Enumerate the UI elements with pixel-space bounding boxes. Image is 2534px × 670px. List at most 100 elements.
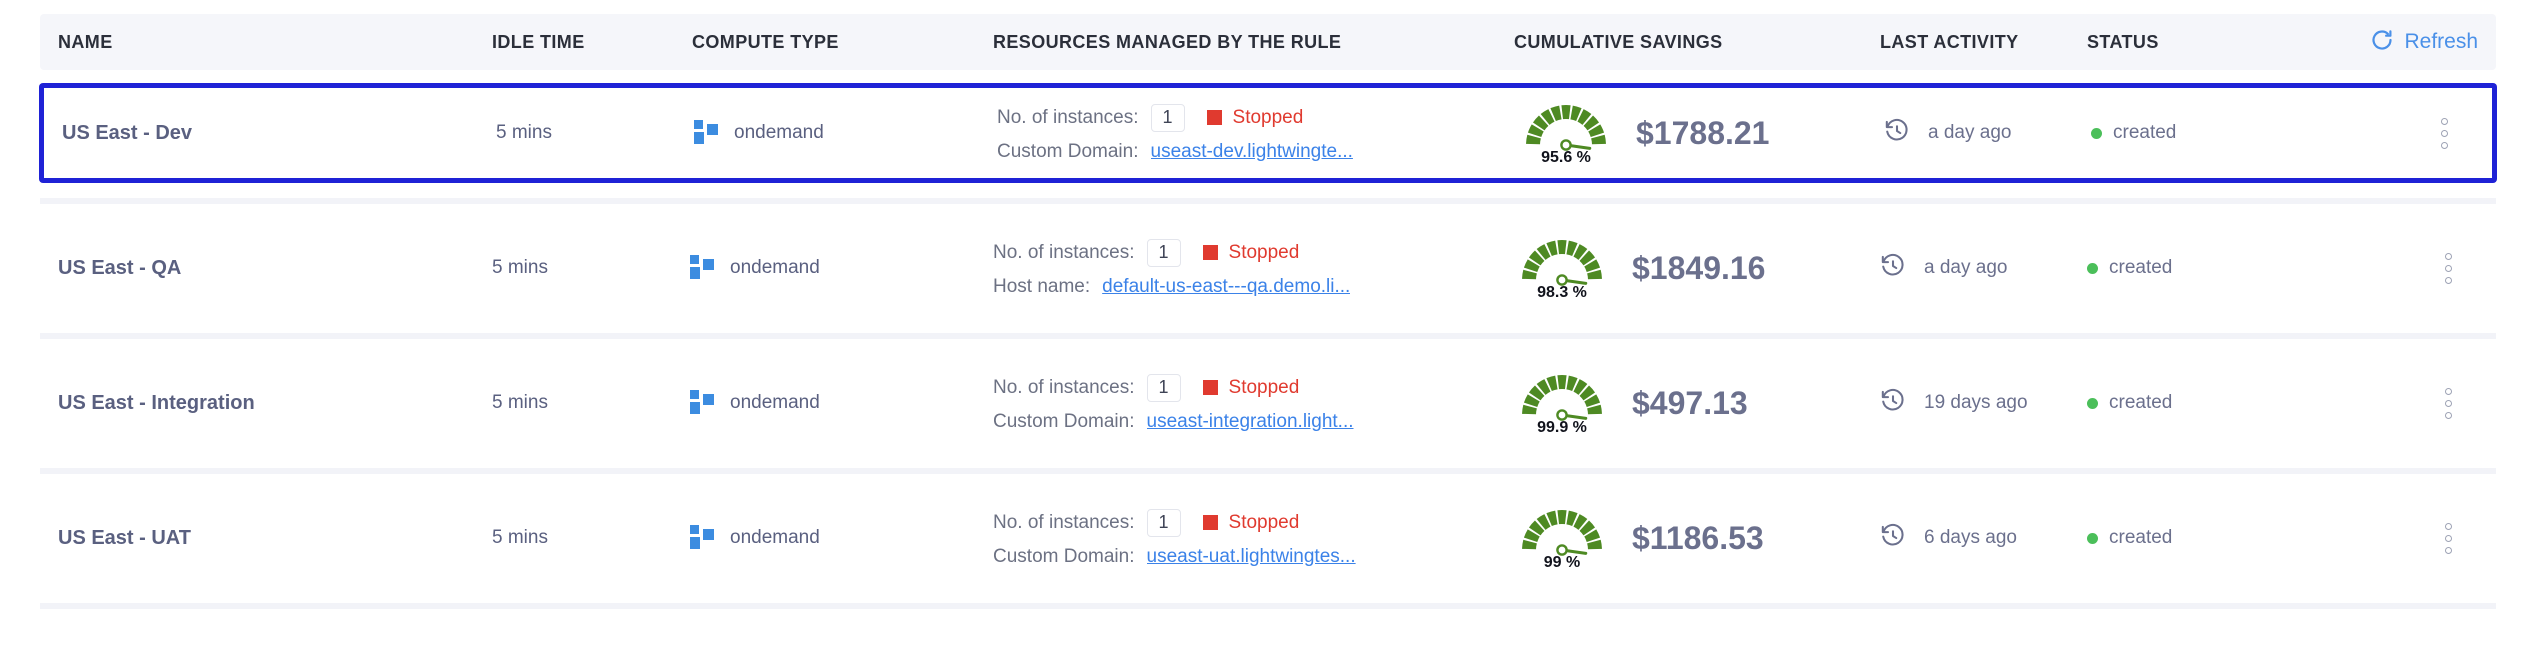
table-row[interactable]: US East - Dev 5 mins ondemand No. of ins… xyxy=(40,84,2496,182)
compute-type-cell: ondemand xyxy=(690,219,820,317)
savings-percent: 98.3 % xyxy=(1537,284,1587,301)
idle-time-value: 5 mins xyxy=(492,527,548,548)
domain-line: Custom Domain: useast-dev.lightwingte... xyxy=(997,141,1353,163)
savings-cell: 99 % $1186.53 xyxy=(1514,489,1764,587)
history-clock-icon xyxy=(1880,253,1906,284)
savings-percent: 95.6 % xyxy=(1541,149,1591,166)
refresh-button[interactable]: Refresh xyxy=(2370,14,2478,70)
last-activity-value: a day ago xyxy=(1928,122,2012,143)
compute-type-cell: ondemand xyxy=(690,354,820,452)
resources-cell: No. of instances: 1 Stopped Custom Domai… xyxy=(993,354,1354,452)
compute-type-cell: ondemand xyxy=(690,489,820,587)
domain-label: Host name: xyxy=(993,275,1091,297)
status-badge: created xyxy=(2091,88,2176,178)
last-activity-value: a day ago xyxy=(1924,257,2008,278)
instances-count[interactable]: 1 xyxy=(1146,373,1181,402)
last-activity-cell: a day ago xyxy=(1884,88,2011,178)
stopped-square-icon xyxy=(1202,380,1218,395)
instance-state: Stopped xyxy=(1232,106,1304,128)
savings-cell: 95.6 % $1788.21 xyxy=(1518,88,1769,178)
kebab-menu-icon xyxy=(2444,387,2452,419)
stopped-square-icon xyxy=(1206,110,1222,125)
instances-line: No. of instances: 1 Stopped xyxy=(993,238,1299,267)
table-row[interactable]: US East - QA 5 mins ondemand No. of inst… xyxy=(40,219,2496,317)
resources-cell: No. of instances: 1 Stopped Host name: d… xyxy=(993,219,1350,317)
last-activity-cell: 6 days ago xyxy=(1880,489,2017,587)
instances-label: No. of instances: xyxy=(993,376,1135,398)
row-menu-button[interactable] xyxy=(2400,489,2496,587)
history-clock-icon xyxy=(1880,523,1906,554)
refresh-icon xyxy=(2370,28,2394,57)
status-dot-icon xyxy=(2087,262,2098,274)
domain-label: Custom Domain: xyxy=(997,140,1139,162)
cluster-squares-icon xyxy=(690,525,716,551)
column-header-resources: RESOURCES MANAGED BY THE RULE xyxy=(993,31,1342,52)
table-row[interactable]: US East - UAT 5 mins ondemand No. of ins… xyxy=(40,489,2496,587)
domain-link[interactable]: default-us-east---qa.demo.li... xyxy=(1102,275,1351,297)
rule-name: US East - UAT xyxy=(58,526,191,549)
rule-name: US East - Dev xyxy=(62,121,193,144)
kebab-menu-icon xyxy=(2444,522,2452,554)
last-activity-value: 19 days ago xyxy=(1924,392,2028,413)
domain-link[interactable]: useast-integration.light... xyxy=(1146,410,1354,432)
last-activity-cell: a day ago xyxy=(1880,219,2007,317)
savings-amount: $1186.53 xyxy=(1632,519,1764,556)
savings-percent: 99.9 % xyxy=(1537,419,1587,436)
compute-type-label: ondemand xyxy=(730,392,820,413)
domain-label: Custom Domain: xyxy=(993,545,1135,567)
last-activity-cell: 19 days ago xyxy=(1880,354,2028,452)
instances-count[interactable]: 1 xyxy=(1146,238,1181,267)
domain-line: Host name: default-us-east---qa.demo.li.… xyxy=(993,276,1350,298)
status-dot-icon xyxy=(2087,532,2098,544)
instances-count[interactable]: 1 xyxy=(1150,103,1185,132)
row-menu-button[interactable] xyxy=(2396,88,2492,178)
status-badge: created xyxy=(2087,489,2172,587)
savings-cell: 98.3 % $1849.16 xyxy=(1514,219,1765,317)
last-activity-value: 6 days ago xyxy=(1924,527,2017,548)
savings-gauge: 99.9 % xyxy=(1514,369,1610,437)
compute-type-cell: ondemand xyxy=(694,88,824,178)
rule-name: US East - Integration xyxy=(58,391,255,414)
row-separator xyxy=(40,468,2496,474)
row-menu-button[interactable] xyxy=(2400,219,2496,317)
kebab-menu-icon xyxy=(2444,252,2452,284)
cluster-squares-icon xyxy=(690,255,716,281)
status-badge: created xyxy=(2087,219,2172,317)
column-header-idle-time: IDLE TIME xyxy=(492,31,585,52)
column-header-compute-type: COMPUTE TYPE xyxy=(692,31,839,52)
compute-type-label: ondemand xyxy=(734,122,824,143)
instances-label: No. of instances: xyxy=(993,241,1135,263)
status-dot-icon xyxy=(2087,397,2098,409)
instances-line: No. of instances: 1 Stopped xyxy=(993,373,1299,402)
domain-line: Custom Domain: useast-integration.light.… xyxy=(993,411,1354,433)
domain-link[interactable]: useast-dev.lightwingte... xyxy=(1150,140,1353,162)
column-header-status: STATUS xyxy=(2087,31,2159,52)
rule-name: US East - QA xyxy=(58,256,182,279)
domain-label: Custom Domain: xyxy=(993,410,1135,432)
resources-cell: No. of instances: 1 Stopped Custom Domai… xyxy=(997,88,1353,178)
status-label: created xyxy=(2109,392,2173,413)
resources-cell: No. of instances: 1 Stopped Custom Domai… xyxy=(993,489,1356,587)
idle-time-value: 5 mins xyxy=(492,392,548,413)
kebab-menu-icon xyxy=(2440,117,2448,149)
savings-cell: 99.9 % $497.13 xyxy=(1514,354,1748,452)
savings-percent: 99 % xyxy=(1543,554,1581,571)
idle-time-value: 5 mins xyxy=(496,122,552,143)
savings-amount: $1788.21 xyxy=(1636,114,1770,151)
stopped-square-icon xyxy=(1202,245,1218,260)
history-clock-icon xyxy=(1884,118,1910,149)
refresh-label: Refresh xyxy=(2404,30,2478,53)
instances-label: No. of instances: xyxy=(993,511,1135,533)
cluster-squares-icon xyxy=(690,390,716,416)
instance-state: Stopped xyxy=(1228,511,1300,533)
status-label: created xyxy=(2109,527,2173,548)
row-separator xyxy=(40,333,2496,339)
instances-count[interactable]: 1 xyxy=(1146,508,1181,537)
idle-time-value: 5 mins xyxy=(492,257,548,278)
domain-link[interactable]: useast-uat.lightwingtes... xyxy=(1146,545,1356,567)
row-menu-button[interactable] xyxy=(2400,354,2496,452)
table-row[interactable]: US East - Integration 5 mins ondemand No… xyxy=(40,354,2496,452)
status-badge: created xyxy=(2087,354,2172,452)
status-dot-icon xyxy=(2091,127,2102,139)
